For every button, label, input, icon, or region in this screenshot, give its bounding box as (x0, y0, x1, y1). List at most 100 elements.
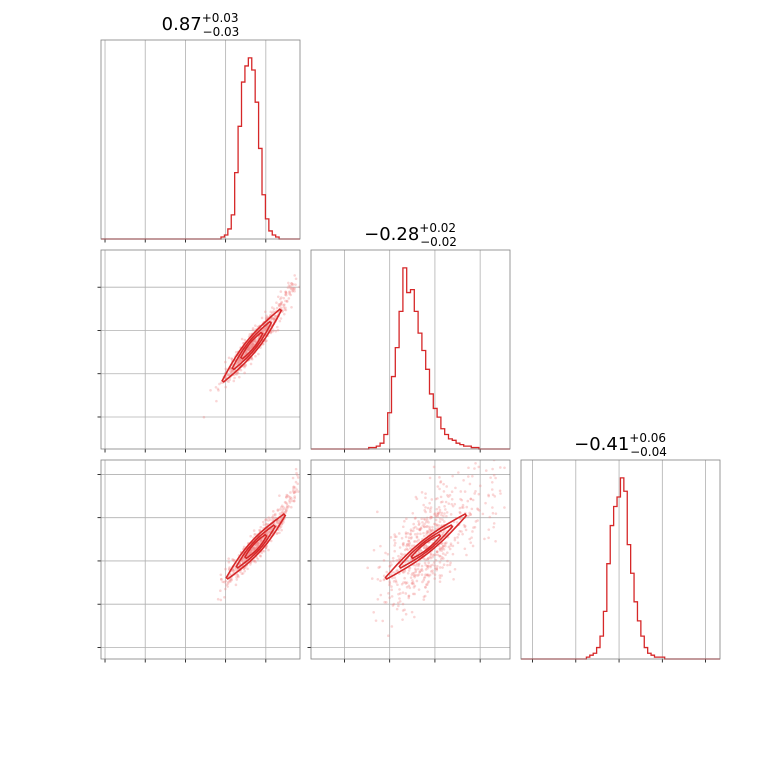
sample-point (424, 558, 427, 561)
sample-point (443, 520, 446, 523)
sample-point (488, 515, 492, 519)
sample-point (426, 573, 430, 577)
sample-point (295, 488, 298, 491)
sample-point (432, 561, 436, 564)
sample-point (251, 342, 254, 345)
sample-point (270, 317, 274, 320)
sample-point (264, 522, 268, 526)
sample-point (230, 577, 233, 580)
sample-point (422, 503, 425, 507)
sample-point (289, 287, 293, 291)
sample-point (227, 580, 230, 584)
sample-point (432, 538, 435, 542)
sample-point (415, 540, 419, 543)
sample-point (446, 493, 449, 497)
sample-point (248, 552, 252, 555)
sample-point (403, 608, 406, 612)
sample-point (293, 490, 297, 493)
sample-point (404, 612, 408, 616)
histogram-frame (520, 459, 721, 660)
sample-point (236, 360, 240, 363)
sample-point (296, 476, 300, 479)
sample-point (372, 548, 376, 552)
sample-point (279, 518, 282, 521)
sample-point (278, 302, 282, 306)
sample-point (462, 478, 465, 482)
sample-point (261, 329, 265, 333)
sample-point (468, 537, 471, 541)
sample-point (474, 462, 477, 465)
sample-point (469, 497, 472, 501)
sample-point (224, 567, 227, 571)
sample-point (269, 310, 273, 314)
sample-point (491, 506, 494, 509)
sample-point (391, 556, 395, 560)
sample-point (253, 559, 257, 562)
sample-point (494, 539, 497, 543)
panel-title: −0.28+0.02 −0.02 (364, 221, 457, 249)
sample-point (294, 480, 298, 484)
sample-point (406, 559, 409, 562)
sample-point (415, 552, 418, 556)
sample-point (423, 525, 426, 528)
sample-point (426, 506, 430, 510)
sample-point (223, 580, 226, 584)
sample-point (406, 531, 410, 535)
sample-point (285, 505, 289, 509)
sample-point (453, 538, 457, 542)
histogram-step-line (311, 267, 510, 450)
sample-point (243, 558, 247, 562)
sample-point (424, 545, 427, 548)
sample-point (440, 546, 444, 550)
sample-point (424, 506, 427, 509)
sample-point (254, 560, 257, 564)
sample-point (445, 511, 449, 514)
sample-point (283, 507, 287, 510)
sample-point (246, 348, 250, 352)
sample-point (499, 492, 502, 495)
sample-point (265, 339, 268, 342)
sample-point (487, 494, 491, 498)
sample-point (244, 363, 247, 367)
sample-point (264, 546, 268, 550)
sample-point (248, 550, 252, 554)
sample-point (228, 579, 231, 583)
sample-point (259, 540, 263, 543)
sample-point (428, 525, 431, 529)
sample-point (429, 529, 433, 533)
sample-point (464, 528, 468, 532)
sample-point (215, 399, 218, 403)
sample-point (276, 328, 280, 332)
sample-point (278, 304, 281, 308)
sample-point (284, 306, 287, 310)
sample-point (422, 525, 426, 529)
sample-point (430, 515, 434, 519)
sample-point (233, 376, 236, 380)
sample-point (484, 469, 488, 472)
sample-point (445, 485, 448, 488)
sample-point (390, 625, 394, 628)
sample-point (229, 578, 232, 582)
sample-point (227, 557, 231, 560)
sample-point (250, 357, 254, 360)
sample-point (441, 518, 444, 521)
sample-point (417, 563, 421, 566)
sample-point (406, 543, 409, 546)
sample-point (393, 533, 396, 536)
sample-point (449, 542, 453, 545)
sample-point (220, 577, 223, 581)
sample-point (236, 371, 240, 375)
sample-point (415, 579, 419, 583)
sample-point (409, 547, 412, 550)
sample-point (440, 574, 444, 577)
sample-point (223, 595, 226, 599)
sample-point (257, 542, 260, 545)
sample-point (224, 367, 228, 371)
sample-point (242, 567, 246, 570)
sample-point (441, 531, 445, 535)
sample-point (478, 484, 482, 488)
sample-point (287, 495, 291, 498)
sample-point (274, 314, 277, 318)
sample-point (460, 506, 464, 509)
sample-point (445, 514, 448, 518)
